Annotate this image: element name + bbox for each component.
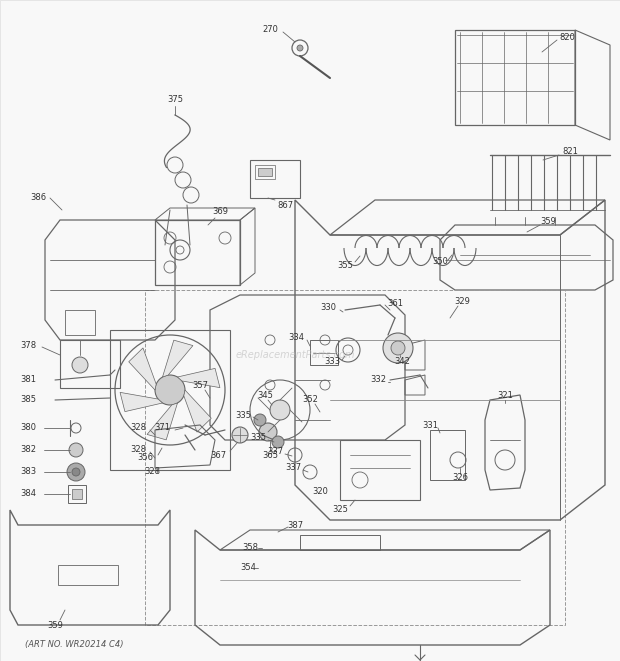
Text: 328: 328 bbox=[144, 467, 160, 477]
Bar bbox=[340, 440, 420, 500]
Text: 337: 337 bbox=[285, 463, 301, 473]
Text: 356: 356 bbox=[137, 453, 153, 463]
Text: 325: 325 bbox=[332, 506, 348, 514]
Text: 369: 369 bbox=[212, 208, 228, 217]
Circle shape bbox=[259, 423, 277, 441]
Text: 380: 380 bbox=[20, 424, 36, 432]
Text: 350: 350 bbox=[432, 258, 448, 266]
Bar bbox=[430, 430, 465, 480]
Text: 326: 326 bbox=[452, 473, 468, 483]
Text: 375: 375 bbox=[167, 95, 183, 104]
Text: 352: 352 bbox=[302, 395, 318, 405]
Text: 820: 820 bbox=[559, 34, 575, 42]
Text: 358: 358 bbox=[242, 543, 258, 553]
Circle shape bbox=[67, 463, 85, 481]
Circle shape bbox=[69, 443, 83, 457]
Bar bbox=[58, 565, 118, 585]
Circle shape bbox=[272, 436, 284, 448]
Bar bbox=[145, 290, 565, 625]
Polygon shape bbox=[177, 368, 220, 387]
Text: 383: 383 bbox=[20, 467, 36, 477]
Text: 332: 332 bbox=[370, 375, 386, 385]
Polygon shape bbox=[120, 393, 162, 412]
Text: 328: 328 bbox=[130, 446, 146, 455]
Text: 867: 867 bbox=[277, 200, 293, 210]
Text: 378: 378 bbox=[20, 340, 36, 350]
Circle shape bbox=[254, 414, 266, 426]
Bar bbox=[258, 168, 272, 176]
Bar bbox=[455, 30, 575, 125]
Circle shape bbox=[232, 427, 248, 443]
Text: (ART NO. WR20214 C4): (ART NO. WR20214 C4) bbox=[25, 641, 123, 650]
Circle shape bbox=[383, 333, 413, 363]
Text: 331: 331 bbox=[422, 420, 438, 430]
Text: 321: 321 bbox=[497, 391, 513, 399]
Bar bbox=[255, 165, 275, 179]
Text: 371: 371 bbox=[154, 424, 170, 432]
Text: 320: 320 bbox=[312, 488, 328, 496]
Text: 337: 337 bbox=[267, 447, 283, 457]
Text: 329: 329 bbox=[454, 297, 470, 307]
Bar bbox=[250, 160, 300, 198]
Text: eReplacementParts.com: eReplacementParts.com bbox=[235, 350, 355, 360]
Polygon shape bbox=[129, 348, 156, 390]
Text: 381: 381 bbox=[20, 375, 36, 385]
Circle shape bbox=[297, 45, 303, 51]
Text: 384: 384 bbox=[20, 490, 36, 498]
Text: 361: 361 bbox=[387, 299, 403, 307]
Text: 328: 328 bbox=[130, 424, 146, 432]
Text: 357: 357 bbox=[192, 381, 208, 389]
Bar bbox=[72, 489, 82, 499]
Text: 334: 334 bbox=[288, 332, 304, 342]
Bar bbox=[68, 485, 86, 503]
Text: 335: 335 bbox=[250, 434, 266, 442]
Polygon shape bbox=[184, 390, 211, 432]
Text: 330: 330 bbox=[320, 303, 336, 313]
Polygon shape bbox=[162, 340, 193, 377]
Text: 355: 355 bbox=[337, 260, 353, 270]
Text: 385: 385 bbox=[20, 395, 36, 405]
Circle shape bbox=[391, 341, 405, 355]
Polygon shape bbox=[147, 403, 177, 440]
Text: 359: 359 bbox=[540, 217, 556, 227]
Circle shape bbox=[270, 400, 290, 420]
Bar bbox=[110, 330, 230, 470]
Circle shape bbox=[155, 375, 185, 405]
Text: 270: 270 bbox=[262, 26, 278, 34]
Text: 387: 387 bbox=[287, 520, 303, 529]
Text: 821: 821 bbox=[562, 147, 578, 157]
Text: 359: 359 bbox=[47, 621, 63, 629]
Text: 335: 335 bbox=[235, 410, 251, 420]
Bar bbox=[310, 340, 338, 365]
Text: 382: 382 bbox=[20, 446, 36, 455]
Text: 354: 354 bbox=[240, 563, 256, 572]
Text: 386: 386 bbox=[30, 194, 46, 202]
Text: 367: 367 bbox=[210, 451, 226, 459]
Text: 345: 345 bbox=[257, 391, 273, 399]
Text: 342: 342 bbox=[394, 358, 410, 366]
Bar bbox=[60, 340, 120, 388]
Text: 365: 365 bbox=[262, 451, 278, 459]
Circle shape bbox=[72, 357, 88, 373]
Circle shape bbox=[72, 468, 80, 476]
Bar bbox=[65, 310, 95, 335]
Bar bbox=[155, 220, 240, 285]
Text: 333: 333 bbox=[324, 358, 340, 366]
